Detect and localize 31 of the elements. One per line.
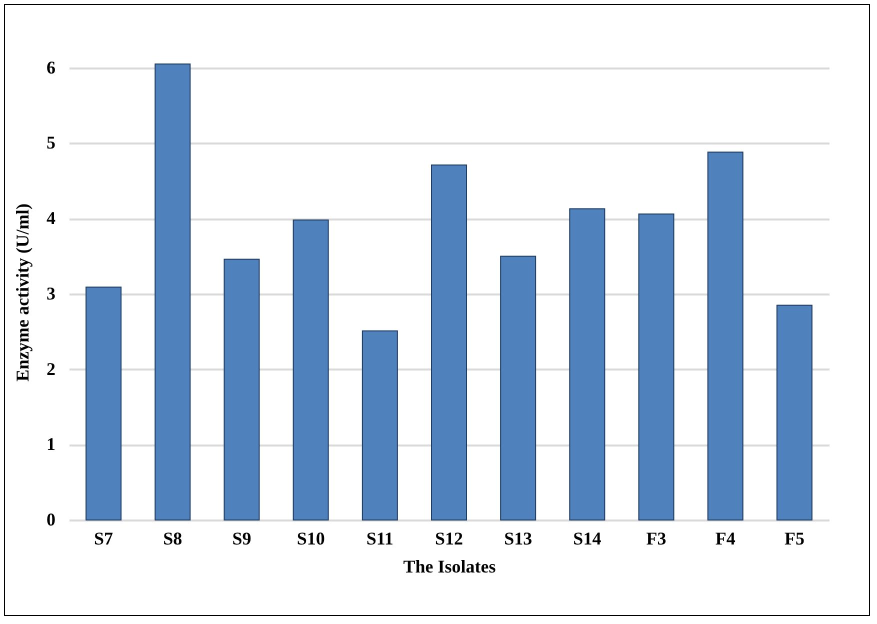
x-tick-label: S8 bbox=[163, 528, 182, 548]
bar bbox=[154, 64, 191, 520]
bar bbox=[638, 213, 674, 520]
x-tick-label: F5 bbox=[784, 528, 804, 548]
x-tick-label: S13 bbox=[504, 528, 532, 548]
bar bbox=[569, 208, 606, 520]
x-tick-label: S11 bbox=[366, 528, 394, 548]
y-tick-label: 4 bbox=[46, 208, 56, 228]
y-axis-title: Enzyme activity (U/ml) bbox=[12, 204, 32, 382]
y-tick-label: 6 bbox=[46, 57, 56, 78]
x-tick-label: F3 bbox=[646, 528, 666, 548]
y-tick-label: 0 bbox=[46, 510, 56, 530]
bar bbox=[224, 258, 260, 520]
x-tick-label: S7 bbox=[94, 528, 114, 548]
y-tick-label: 1 bbox=[46, 434, 56, 454]
y-tick-label: 5 bbox=[46, 132, 56, 153]
y-tick-label: 3 bbox=[46, 283, 56, 304]
bar bbox=[431, 164, 467, 520]
bar bbox=[776, 304, 812, 520]
bar bbox=[362, 330, 398, 520]
x-tick-label: S10 bbox=[296, 528, 325, 548]
bar bbox=[500, 256, 536, 520]
x-axis-title: The Isolates bbox=[403, 556, 496, 576]
bar bbox=[707, 152, 744, 520]
bar bbox=[292, 220, 329, 520]
x-tick-label: F4 bbox=[715, 528, 736, 548]
x-tick-label: S12 bbox=[434, 528, 464, 548]
y-tick-label: 2 bbox=[46, 358, 56, 379]
x-tick-label: S14 bbox=[573, 528, 602, 548]
x-tick-label: S9 bbox=[232, 528, 252, 548]
bar bbox=[86, 286, 122, 520]
